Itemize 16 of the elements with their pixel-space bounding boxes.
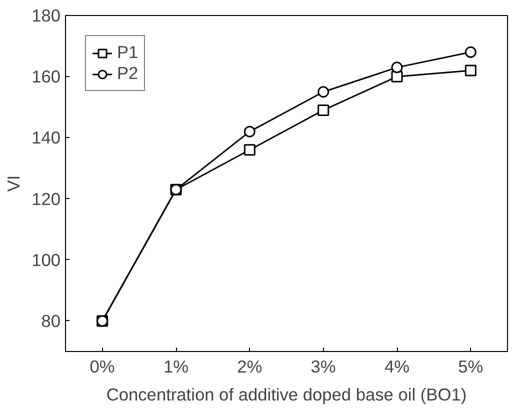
y-tick-label: 80 [41,310,61,331]
y-tick-label: 140 [32,128,61,148]
y-tick-label: 180 [32,6,61,26]
x-tick-label: 2% [237,356,262,376]
x-tick-label: 1% [163,356,189,376]
y-tick-label: 100 [32,250,61,270]
legend-label: P2 [117,63,138,84]
legend-label: P1 [117,42,138,63]
x-tick-label: 0% [90,356,115,376]
y-tick-label: 120 [32,188,61,209]
y-axis-title: VI [4,175,24,192]
x-tick-label: 3% [310,356,336,376]
y-tick-label: 160 [32,66,61,87]
x-axis-title: Concentration of additive doped base oil (BO1) [106,384,467,404]
x-tick-label: 5% [458,356,484,376]
x-tick-label: 4% [384,356,410,376]
